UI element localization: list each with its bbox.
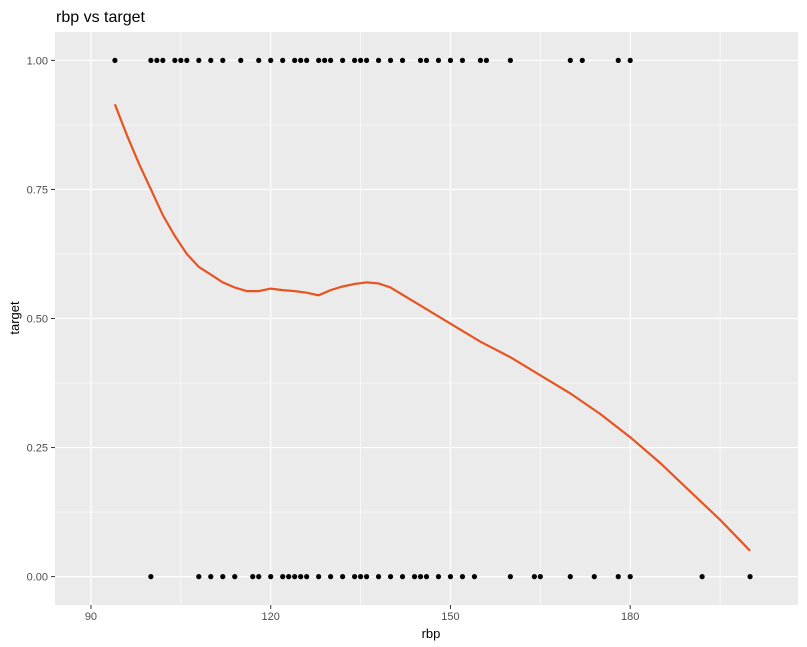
data-point <box>286 574 292 580</box>
data-point <box>375 57 382 63</box>
data-point <box>363 574 370 580</box>
chart-title: rbp vs target <box>56 9 145 26</box>
data-point <box>567 57 573 63</box>
data-point <box>447 57 454 63</box>
data-point <box>591 574 597 580</box>
y-tick-label: 0.75 <box>27 184 48 196</box>
data-point <box>615 574 621 580</box>
data-point <box>351 574 358 580</box>
y-axis-label: target <box>7 301 22 335</box>
data-point <box>328 57 334 63</box>
data-point <box>148 57 154 63</box>
smooth-line <box>113 103 751 552</box>
data-point <box>250 574 256 580</box>
data-point <box>537 574 543 580</box>
data-point <box>256 57 262 63</box>
data-point <box>459 57 466 63</box>
data-point <box>423 574 430 580</box>
y-tick-label: 0.25 <box>27 443 48 455</box>
x-tick-label: 150 <box>441 611 459 623</box>
data-point <box>627 57 633 63</box>
data-point <box>531 574 537 580</box>
data-point <box>579 57 585 63</box>
y-tick-label: 1.00 <box>27 55 48 67</box>
data-point <box>507 57 513 63</box>
data-point <box>417 57 424 63</box>
data-point <box>417 574 424 580</box>
data-point <box>507 574 513 580</box>
data-point <box>304 57 310 63</box>
data-point <box>112 57 118 63</box>
data-point <box>298 574 304 580</box>
data-points <box>112 57 753 580</box>
data-point <box>387 57 394 63</box>
data-point <box>447 574 454 580</box>
data-point <box>208 574 214 580</box>
data-point <box>292 57 298 63</box>
y-tick-label: 0.00 <box>27 572 48 584</box>
data-point <box>351 57 358 63</box>
data-point <box>172 57 178 63</box>
x-tick-label: 180 <box>621 611 639 623</box>
data-point <box>435 57 442 63</box>
data-point <box>256 574 262 580</box>
data-point <box>316 574 322 580</box>
data-point <box>148 574 154 580</box>
data-point <box>232 574 238 580</box>
data-point <box>747 574 753 580</box>
data-point <box>298 57 304 63</box>
data-point <box>357 574 364 580</box>
data-point <box>316 57 322 63</box>
data-point <box>268 57 274 63</box>
data-point <box>340 57 346 63</box>
data-point <box>322 57 328 63</box>
data-point <box>567 574 573 580</box>
data-point <box>615 57 621 63</box>
data-point <box>220 574 226 580</box>
major-gridlines <box>55 32 798 605</box>
data-point <box>160 57 166 63</box>
data-point <box>184 57 190 63</box>
data-point <box>154 57 160 63</box>
x-axis-label: rbp <box>422 626 441 641</box>
data-point <box>340 574 346 580</box>
y-tick-label: 0.50 <box>27 314 48 326</box>
data-point <box>459 574 466 580</box>
data-point <box>196 57 202 63</box>
data-point <box>477 57 484 63</box>
data-point <box>435 574 442 580</box>
data-point <box>423 57 430 63</box>
axis-ticks <box>51 59 631 609</box>
data-point <box>483 57 490 63</box>
data-point <box>280 574 286 580</box>
data-point <box>238 57 244 63</box>
data-point <box>375 574 382 580</box>
data-point <box>363 57 370 63</box>
x-tick-label: 90 <box>85 611 97 623</box>
data-point <box>399 57 406 63</box>
data-point <box>471 574 478 580</box>
data-point <box>399 574 406 580</box>
data-point <box>220 57 226 63</box>
data-point <box>627 574 633 580</box>
data-point <box>357 57 364 63</box>
data-point <box>268 574 274 580</box>
data-point <box>280 57 286 63</box>
tick-labels: 90 120 150 180 0.00 0.25 0.50 0.75 1.00 <box>27 55 640 623</box>
data-point <box>304 574 310 580</box>
data-point <box>387 574 394 580</box>
data-point <box>178 57 184 63</box>
data-point <box>411 574 418 580</box>
data-point <box>699 574 705 580</box>
data-point <box>208 57 214 63</box>
data-point <box>292 574 298 580</box>
x-tick-label: 120 <box>262 611 280 623</box>
data-point <box>196 574 202 580</box>
data-point <box>328 574 334 580</box>
